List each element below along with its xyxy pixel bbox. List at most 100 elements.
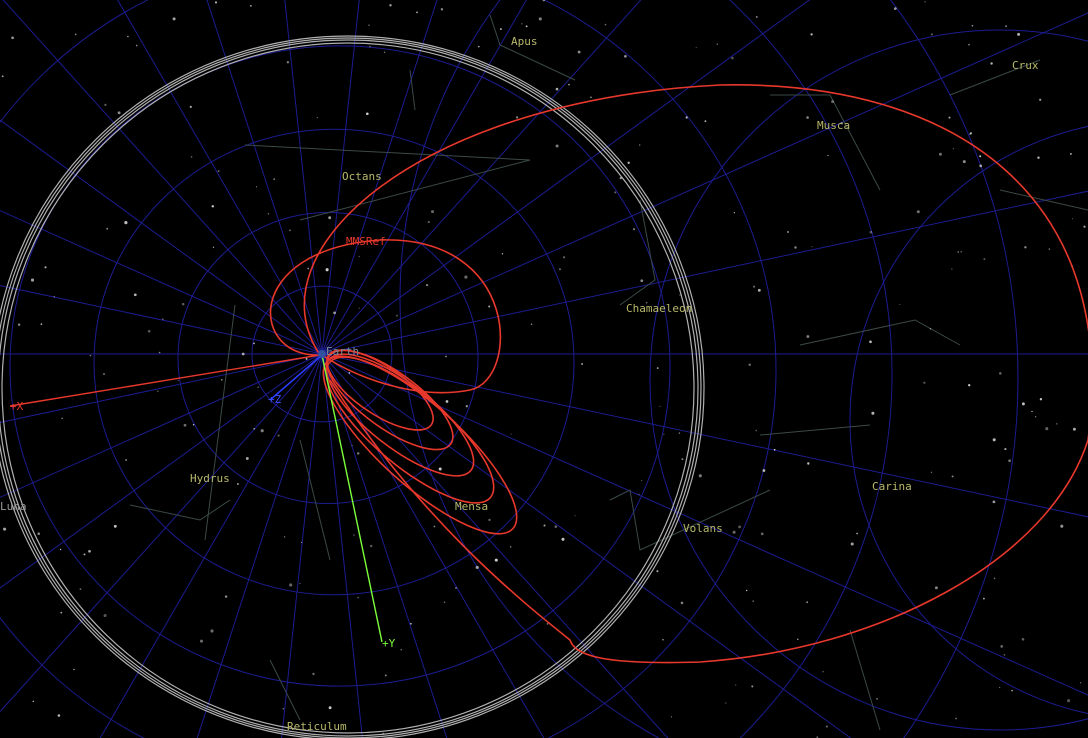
star [299,582,301,585]
star [521,23,523,25]
parallel [729,0,893,738]
axis-label: +Y [382,637,396,650]
x-axis [9,354,321,407]
star [440,8,444,11]
constellation-figures [129,14,1088,731]
star [825,725,828,728]
star [61,417,63,419]
star [542,0,546,2]
star [73,668,75,671]
star [356,452,360,455]
star [656,570,659,573]
star [806,335,810,338]
star [257,386,259,388]
star [1003,654,1006,656]
star [211,205,215,208]
star [850,542,854,546]
star [1004,448,1007,451]
star [811,246,813,248]
star [1060,524,1064,528]
star [183,423,187,427]
star [992,438,996,442]
star [253,342,255,345]
star [124,221,128,225]
axis-label: +Z [268,393,282,406]
constellation-label: Musca [817,119,850,132]
star [938,152,942,156]
star [104,103,107,107]
star [899,303,901,305]
star [698,474,702,478]
star [822,671,824,673]
star [60,611,63,614]
star [212,246,215,248]
star [581,363,584,365]
star [755,429,757,432]
meridian [0,353,323,498]
star [416,11,418,14]
star [757,288,761,292]
ring [0,35,705,738]
star [752,600,755,603]
star [301,541,303,544]
star [53,296,55,298]
star [358,255,360,258]
star [951,268,953,270]
star [433,525,436,528]
star [32,700,35,703]
star [328,216,332,220]
constellation-label: Hydrus [190,472,230,485]
meridian [321,353,1088,696]
star [738,525,741,529]
spacecraft-label: MMSRef [346,235,386,248]
star [113,524,117,528]
star [288,229,291,232]
constellation-label: Octans [342,170,382,183]
parallel [251,285,393,423]
star [11,36,14,40]
star [284,536,286,538]
star [806,601,809,604]
star [979,155,982,158]
star [192,424,195,426]
star [840,121,843,125]
star [1011,689,1013,692]
star [538,17,542,21]
luna-orbit [0,35,705,738]
star [316,116,318,119]
star [1067,699,1071,703]
star [147,329,151,333]
star [957,251,959,253]
star [971,24,974,27]
star [1005,25,1007,28]
meridian [321,353,852,738]
star [678,432,681,434]
star [869,340,872,344]
star [929,327,932,330]
star [410,622,412,625]
star [962,160,966,164]
star [999,686,1001,688]
constellation-label: Carina [872,480,912,493]
star [663,433,665,435]
star [704,120,707,122]
star [1071,218,1073,220]
star [968,384,971,387]
meridian [321,0,811,355]
star [983,258,986,261]
star [930,471,933,474]
meridian [321,353,669,738]
star [88,549,91,553]
phasing-loop [326,349,454,451]
star [983,597,985,600]
star [245,457,249,460]
star [79,588,82,590]
star [923,381,926,384]
star [662,639,664,641]
star [488,518,491,522]
star [952,148,955,150]
star [445,355,447,358]
constellation-lines [129,14,1088,731]
star [369,45,371,48]
